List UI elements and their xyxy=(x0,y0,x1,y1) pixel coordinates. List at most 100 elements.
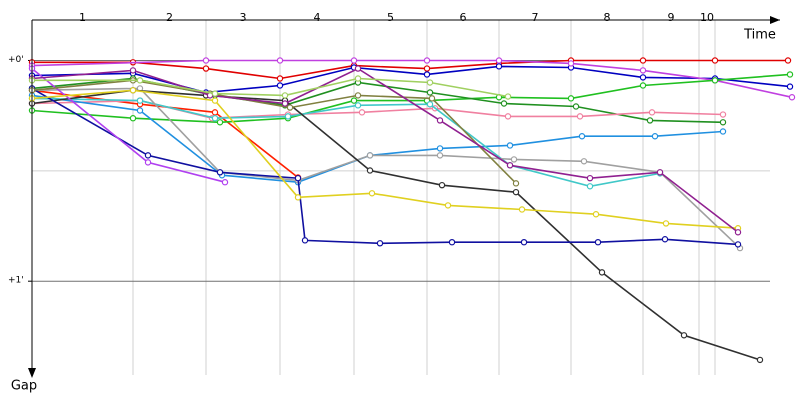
data-point xyxy=(276,82,284,89)
data-point xyxy=(366,152,374,159)
data-point xyxy=(576,113,584,120)
data-point xyxy=(276,75,284,82)
data-point xyxy=(366,167,374,174)
data-point xyxy=(354,75,362,82)
data-point xyxy=(211,115,219,122)
data-point xyxy=(376,240,384,247)
x-axis-label: Time xyxy=(743,28,776,43)
data-point xyxy=(129,67,137,74)
data-point xyxy=(495,57,503,64)
lap-label: 10 xyxy=(700,11,714,24)
data-point xyxy=(286,104,294,111)
data-point xyxy=(136,107,144,114)
y-tick-label: +1' xyxy=(8,276,24,286)
data-point xyxy=(444,202,452,209)
data-point xyxy=(586,174,594,182)
data-point xyxy=(211,97,219,104)
data-point xyxy=(301,237,309,244)
data-point xyxy=(592,211,600,218)
series-line xyxy=(31,94,724,184)
data-point xyxy=(129,115,137,122)
data-point xyxy=(211,90,219,97)
series-line xyxy=(31,59,793,99)
data-point xyxy=(510,156,518,163)
data-point xyxy=(448,238,456,246)
data-point xyxy=(639,57,647,64)
data-point xyxy=(719,128,727,135)
series-line xyxy=(31,87,741,249)
lap-label: 8 xyxy=(604,11,611,24)
data-point xyxy=(719,119,727,126)
data-point xyxy=(661,236,669,243)
data-point xyxy=(656,169,664,176)
x-axis-arrow xyxy=(770,16,780,24)
data-point xyxy=(350,57,358,64)
data-point xyxy=(646,117,654,124)
data-point xyxy=(436,152,444,159)
data-point xyxy=(216,119,224,126)
data-point xyxy=(294,194,302,201)
data-point xyxy=(500,100,508,107)
data-point xyxy=(639,74,647,81)
data-point xyxy=(423,57,431,64)
data-point xyxy=(648,109,656,116)
data-point xyxy=(598,269,606,276)
data-point xyxy=(276,57,284,64)
y-tick-label: +0' xyxy=(8,55,24,65)
data-point xyxy=(711,57,719,64)
lap-label: 9 xyxy=(668,11,675,24)
data-point xyxy=(423,71,431,78)
data-point xyxy=(680,332,688,339)
data-point xyxy=(504,93,512,100)
data-point xyxy=(788,94,796,101)
data-point xyxy=(354,102,362,109)
data-point xyxy=(784,57,792,64)
data-point xyxy=(436,117,444,124)
data-point xyxy=(734,241,742,248)
data-point xyxy=(594,238,602,246)
data-point xyxy=(284,113,292,120)
data-point xyxy=(136,97,144,104)
data-point xyxy=(436,145,444,152)
data-point xyxy=(711,77,719,84)
data-point xyxy=(423,65,431,72)
data-point xyxy=(294,174,302,182)
data-point xyxy=(567,60,575,67)
data-point xyxy=(786,83,794,90)
data-point xyxy=(144,159,152,166)
data-point xyxy=(786,71,794,78)
data-point xyxy=(506,142,514,149)
lap-label: 4 xyxy=(314,11,321,24)
series-line xyxy=(31,89,299,179)
data-point xyxy=(216,169,224,176)
data-point xyxy=(354,65,362,72)
y-axis-label: Gap xyxy=(11,379,37,394)
data-point xyxy=(719,111,727,118)
lap-label: 2 xyxy=(166,11,173,24)
data-point xyxy=(567,95,575,102)
data-point xyxy=(428,95,436,102)
y-axis-arrow xyxy=(28,368,36,378)
data-point xyxy=(578,133,586,140)
data-point xyxy=(512,188,520,196)
data-point xyxy=(580,158,588,165)
lap-label: 1 xyxy=(79,11,86,24)
data-point xyxy=(358,109,366,116)
series-line xyxy=(31,65,791,94)
data-point xyxy=(281,100,289,107)
series-line xyxy=(31,89,739,229)
data-point xyxy=(426,101,434,108)
series-line xyxy=(31,67,739,233)
data-point xyxy=(426,89,434,96)
data-point xyxy=(202,57,210,64)
data-point xyxy=(504,113,512,120)
data-point xyxy=(438,181,446,189)
plot-area xyxy=(28,57,796,364)
data-point xyxy=(202,65,210,72)
data-point xyxy=(512,180,520,187)
data-point xyxy=(221,179,229,186)
data-point xyxy=(639,82,647,89)
data-point xyxy=(144,152,152,159)
